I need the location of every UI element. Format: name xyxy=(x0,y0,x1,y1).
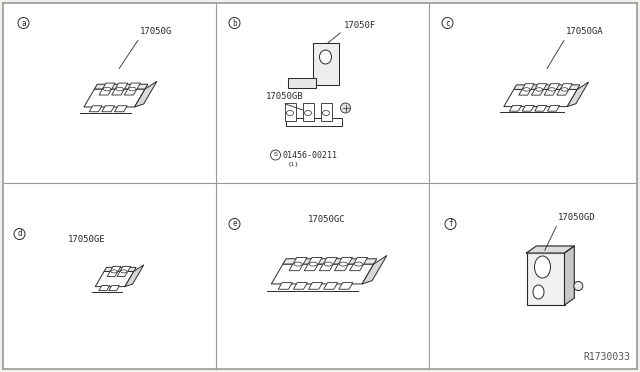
Polygon shape xyxy=(289,257,307,271)
Text: R1730033: R1730033 xyxy=(583,352,630,362)
Polygon shape xyxy=(107,266,121,276)
Polygon shape xyxy=(111,83,128,95)
Text: 17050GD: 17050GD xyxy=(557,213,595,222)
Text: 17050GE: 17050GE xyxy=(67,235,105,244)
Polygon shape xyxy=(99,83,115,95)
Bar xyxy=(527,253,564,305)
Polygon shape xyxy=(339,283,353,289)
Ellipse shape xyxy=(534,256,550,278)
Ellipse shape xyxy=(319,50,332,64)
Polygon shape xyxy=(304,257,322,271)
Bar xyxy=(285,118,342,126)
Bar xyxy=(321,103,332,121)
Polygon shape xyxy=(527,246,574,253)
Ellipse shape xyxy=(533,285,544,299)
Polygon shape xyxy=(89,106,102,112)
Circle shape xyxy=(340,103,351,113)
Polygon shape xyxy=(324,283,338,289)
Polygon shape xyxy=(104,267,136,272)
Polygon shape xyxy=(335,257,353,271)
Polygon shape xyxy=(509,105,522,111)
Polygon shape xyxy=(95,84,148,89)
Polygon shape xyxy=(564,246,574,305)
Polygon shape xyxy=(519,84,534,95)
Text: f: f xyxy=(448,219,453,228)
Polygon shape xyxy=(84,89,145,107)
Polygon shape xyxy=(547,105,559,111)
Text: 17050G: 17050G xyxy=(140,27,172,36)
Text: c: c xyxy=(445,19,450,28)
Polygon shape xyxy=(271,264,374,284)
Polygon shape xyxy=(102,106,115,112)
Ellipse shape xyxy=(574,282,583,291)
Text: e: e xyxy=(232,219,237,228)
Polygon shape xyxy=(349,257,367,271)
Text: S: S xyxy=(273,153,277,157)
Polygon shape xyxy=(531,84,547,95)
Bar xyxy=(285,103,296,121)
Text: d: d xyxy=(17,230,22,238)
Polygon shape xyxy=(567,82,589,107)
Text: {1}: {1} xyxy=(287,161,299,167)
Polygon shape xyxy=(99,286,109,291)
Polygon shape xyxy=(115,106,127,112)
Bar xyxy=(303,103,314,121)
Polygon shape xyxy=(504,89,577,107)
Polygon shape xyxy=(544,84,559,95)
Polygon shape xyxy=(278,283,292,289)
Polygon shape xyxy=(514,85,580,89)
Text: a: a xyxy=(21,19,26,28)
Polygon shape xyxy=(308,283,323,289)
Text: b: b xyxy=(232,19,237,28)
Polygon shape xyxy=(125,265,144,286)
Polygon shape xyxy=(522,105,534,111)
Polygon shape xyxy=(117,266,131,276)
Polygon shape xyxy=(293,283,307,289)
Polygon shape xyxy=(124,83,141,95)
Polygon shape xyxy=(535,105,547,111)
Text: 17050F: 17050F xyxy=(344,21,376,30)
Bar xyxy=(312,43,339,85)
Polygon shape xyxy=(283,259,377,264)
Text: 01456-00211: 01456-00211 xyxy=(282,151,337,160)
Text: 17050GB: 17050GB xyxy=(266,92,303,101)
Polygon shape xyxy=(319,257,337,271)
Polygon shape xyxy=(557,84,572,95)
Polygon shape xyxy=(109,286,120,291)
Polygon shape xyxy=(95,272,134,286)
Text: 17050GC: 17050GC xyxy=(307,215,345,224)
Polygon shape xyxy=(362,256,387,284)
Bar xyxy=(287,78,316,88)
Polygon shape xyxy=(134,81,157,107)
Text: 17050GA: 17050GA xyxy=(566,27,603,36)
